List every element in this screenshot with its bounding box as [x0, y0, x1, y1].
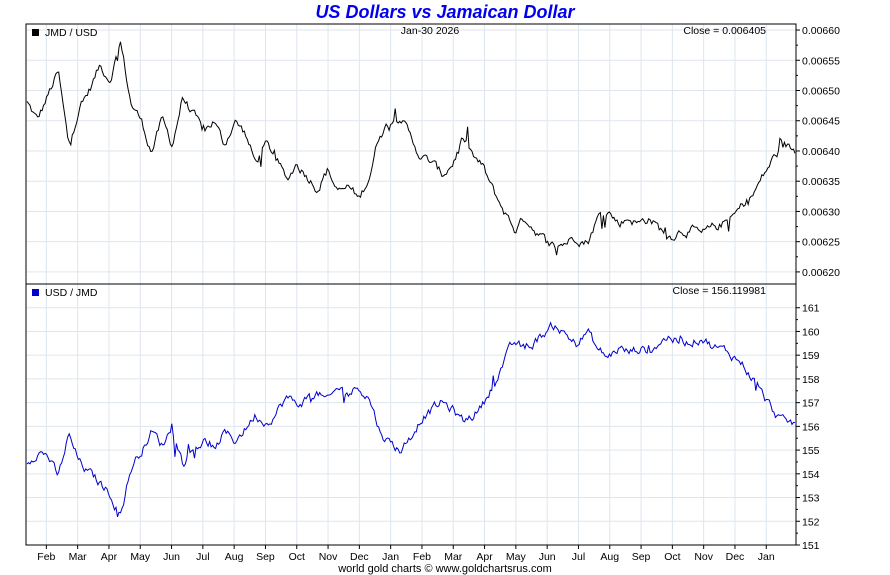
x-tick-label: Dec: [726, 551, 745, 563]
x-tick-label: Apr: [476, 551, 493, 563]
x-tick-label: May: [506, 551, 527, 563]
y-tick-label: 0.00640: [802, 146, 840, 158]
series-line-jmd-usd: [26, 41, 796, 256]
x-tick-label: Mar: [444, 551, 463, 563]
series-line-usd-jmd: [26, 321, 796, 517]
legend-label: JMD / USD: [45, 27, 98, 39]
close-label: Close = 0.006405: [683, 25, 766, 37]
x-tick-label: Jun: [163, 551, 180, 563]
footer-credit: world gold charts © www.goldchartsrus.co…: [338, 563, 552, 575]
y-tick-label: 152: [802, 516, 820, 528]
y-tick-label: 161: [802, 303, 820, 315]
y-tick-label: 0.00645: [802, 116, 840, 128]
x-tick-label: Sep: [256, 551, 275, 563]
y-tick-label: 151: [802, 540, 820, 552]
y-tick-label: 158: [802, 374, 820, 386]
x-tick-label: Nov: [694, 551, 713, 563]
x-tick-label: May: [130, 551, 151, 563]
x-tick-label: Aug: [600, 551, 619, 563]
x-tick-label: Aug: [225, 551, 244, 563]
y-tick-label: 0.00655: [802, 55, 840, 67]
x-tick-label: Jul: [572, 551, 585, 563]
close-label: Close = 156.119981: [672, 285, 766, 297]
x-tick-label: Feb: [413, 551, 431, 563]
y-tick-label: 154: [802, 469, 820, 481]
x-tick-label: Jul: [196, 551, 209, 563]
legend-label: USD / JMD: [45, 287, 98, 299]
panel-frame: [25, 283, 797, 546]
x-tick-label: Oct: [289, 551, 305, 563]
x-tick-label: Dec: [350, 551, 369, 563]
legend-swatch: [32, 289, 39, 296]
y-tick-label: 0.00625: [802, 237, 840, 249]
x-tick-label: Mar: [69, 551, 88, 563]
x-tick-label: Nov: [319, 551, 338, 563]
y-tick-label: 0.00620: [802, 267, 840, 279]
y-tick-label: 0.00635: [802, 176, 840, 188]
y-tick-label: 155: [802, 445, 820, 457]
x-tick-label: Feb: [37, 551, 55, 563]
y-tick-label: 0.00630: [802, 206, 840, 218]
date-label: Jan-30 2026: [401, 25, 460, 37]
x-tick-label: Oct: [664, 551, 680, 563]
y-tick-label: 153: [802, 493, 820, 505]
y-tick-label: 156: [802, 421, 820, 433]
panel-frame: [25, 23, 797, 285]
x-tick-label: Jun: [539, 551, 556, 563]
x-tick-label: Jan: [382, 551, 399, 563]
chart-title: US Dollars vs Jamaican Dollar: [315, 2, 575, 22]
legend-swatch: [32, 29, 39, 36]
y-tick-label: 160: [802, 326, 820, 338]
x-tick-label: Jan: [758, 551, 775, 563]
x-tick-label: Apr: [101, 551, 118, 563]
x-tick-label: Sep: [632, 551, 651, 563]
y-tick-label: 157: [802, 398, 820, 410]
y-tick-label: 0.00650: [802, 86, 840, 98]
y-tick-label: 159: [802, 350, 820, 362]
y-tick-label: 0.00660: [802, 25, 840, 37]
